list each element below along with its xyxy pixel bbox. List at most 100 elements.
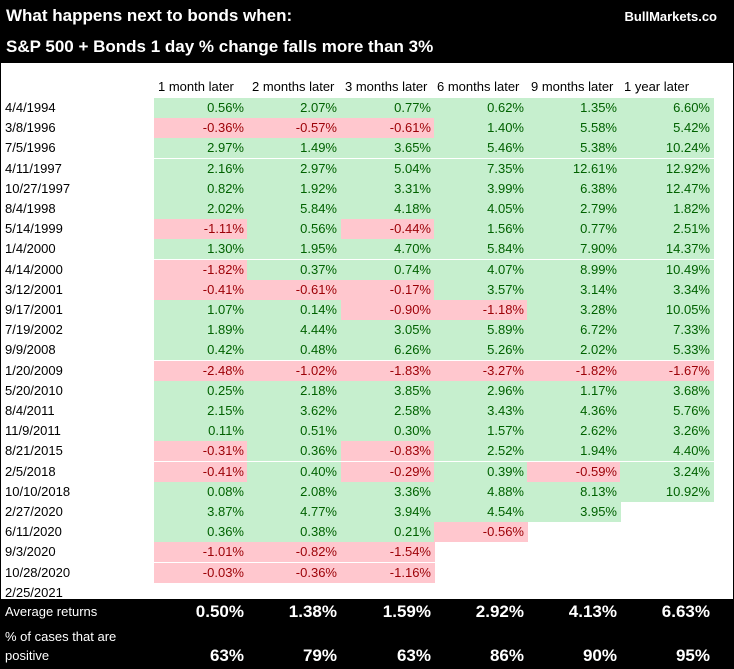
return-cell: 5.38% [527,138,621,159]
table-row: 2/27/2020 3.87% 4.77% 3.94% 4.54% 3.95% [1,502,734,522]
return-cell: 14.37% [620,239,714,260]
average-value: 1.59% [382,602,431,621]
return-cell: 2.52% [434,441,528,462]
return-cell: 3.62% [247,401,341,421]
return-cell: 5.33% [620,340,714,361]
return-cell: 2.02% [527,340,621,361]
row-date: 9/17/2001 [5,302,63,317]
positive-label-line2: positive [5,648,50,663]
row-date: 8/4/1998 [5,201,56,216]
return-cell: 3.65% [341,138,435,159]
positive-value: 63% [396,646,431,665]
return-cell: 0.77% [527,219,621,240]
brand-label: BullMarkets.co [624,9,717,24]
return-cell: 12.61% [527,158,621,179]
return-cell: 2.15% [154,401,248,421]
row-date: 10/10/2018 [5,483,71,499]
return-cell: 4.77% [247,502,341,522]
return-cell: 1.30% [154,239,248,260]
return-cell: -0.44% [341,219,435,240]
return-cell: 0.82% [154,178,248,199]
return-cell: 3.28% [527,300,621,320]
row-date: 7/5/1996 [5,140,56,156]
row-date: 2/27/2020 [5,504,63,519]
return-cell: 0.30% [341,421,435,442]
return-cell: 3.95% [527,502,621,522]
return-cell: 0.08% [154,481,248,502]
table-row: 6/11/2020 0.36% 0.38% 0.21% -0.56% [1,522,734,543]
return-cell: 3.05% [341,320,435,341]
row-date: 6/11/2020 [5,524,62,540]
table-row: 5/20/2010 0.25% 2.18% 3.85% 2.96% 1.17% 3.68% [1,380,734,401]
table-row: 2/25/2021 [1,583,734,603]
row-date: 8/21/2015 [5,443,63,459]
return-cell: 0.36% [154,522,248,543]
table-row: 11/9/2011 0.11% 0.51% 0.30% 1.57% 2.62% 3.26% [1,421,734,442]
return-cell: 1.94% [527,441,621,462]
subtitle-bar: S&P 500 + Bonds 1 day % change falls mor… [1,32,734,63]
row-date: 5/14/1999 [5,221,63,237]
return-cell: 1.95% [247,239,341,260]
return-cell: 10.05% [620,300,714,320]
return-cell: 3.24% [620,461,714,482]
return-cell: 3.85% [341,380,435,401]
return-cell: 6.26% [341,340,435,361]
return-cell: 2.18% [247,380,341,401]
return-cell: 2.97% [154,138,248,159]
return-cell: -0.36% [154,118,248,139]
return-cell: 4.40% [620,441,714,462]
return-cell: -0.90% [341,300,435,320]
positive-value: 95% [675,646,710,665]
average-value: 1.38% [288,602,337,621]
return-cell: 3.26% [620,421,714,442]
table-row: 7/19/2002 1.89% 4.44% 3.05% 5.89% 6.72% 7.33% [1,320,734,341]
return-cell: -0.61% [247,279,341,300]
return-cell: 5.76% [620,401,714,421]
table-row: 3/12/2001 -0.41% -0.61% -0.17% 3.57% 3.14% 3.3… [1,279,734,300]
row-date: 2/5/2018 [5,463,56,479]
return-cell: 0.62% [434,98,528,118]
column-header: 2 months later [252,79,335,94]
return-cell: 3.94% [341,502,435,522]
table-row: 4/14/2000 -1.82% 0.37% 0.74% 4.07% 8.99% 10.49… [1,259,734,280]
column-header: 9 months later [531,79,614,94]
return-cell: 0.37% [247,259,341,280]
average-value: 0.50% [195,602,244,621]
return-cell: 5.42% [620,118,714,139]
return-cell: 1.89% [154,320,248,341]
table-row: 10/10/2018 0.08% 2.08% 3.36% 4.88% 8.13% 10.92… [1,481,734,502]
average-label: Average returns [5,604,98,619]
positive-row: % of cases that are positive 63% 79% 63%… [1,625,734,669]
return-cell: -1.18% [434,300,528,320]
column-header: 1 month later [158,79,234,94]
return-cell: -1.54% [341,542,435,563]
row-date: 4/11/1997 [5,160,62,176]
return-cell: 5.26% [434,340,528,361]
return-cell: 4.54% [434,502,528,522]
return-cell: 0.51% [247,421,341,442]
return-cell: 7.90% [527,239,621,260]
return-cell: 5.89% [434,320,528,341]
return-cell: 7.35% [434,158,528,179]
average-value: 4.13% [568,602,617,621]
column-header: 1 year later [624,79,690,94]
return-cell: 5.46% [434,138,528,159]
positive-value: 86% [489,646,524,665]
return-cell: 4.36% [527,401,621,421]
table-row: 8/21/2015 -0.31% 0.36% -0.83% 2.52% 1.94% 4.40… [1,441,734,462]
column-header: 3 months later [345,79,428,94]
table-row: 7/5/1996 2.97% 1.49% 3.65% 5.46% 5.38% 10.24% [1,138,734,159]
return-cell: -0.59% [527,461,621,482]
return-cell: 0.25% [154,380,248,401]
return-cell: 0.42% [154,340,248,361]
return-cell: 12.92% [620,158,714,179]
return-cell: -1.16% [341,562,435,583]
return-cell: 2.16% [154,158,248,179]
return-cell: -1.82% [527,360,621,381]
return-cell: 4.07% [434,259,528,280]
row-date: 8/4/2011 [5,403,55,418]
return-cell: -3.27% [434,360,528,381]
return-cell: 1.92% [247,178,341,199]
return-cell: 3.31% [341,178,435,199]
row-date: 3/8/1996 [5,120,56,136]
